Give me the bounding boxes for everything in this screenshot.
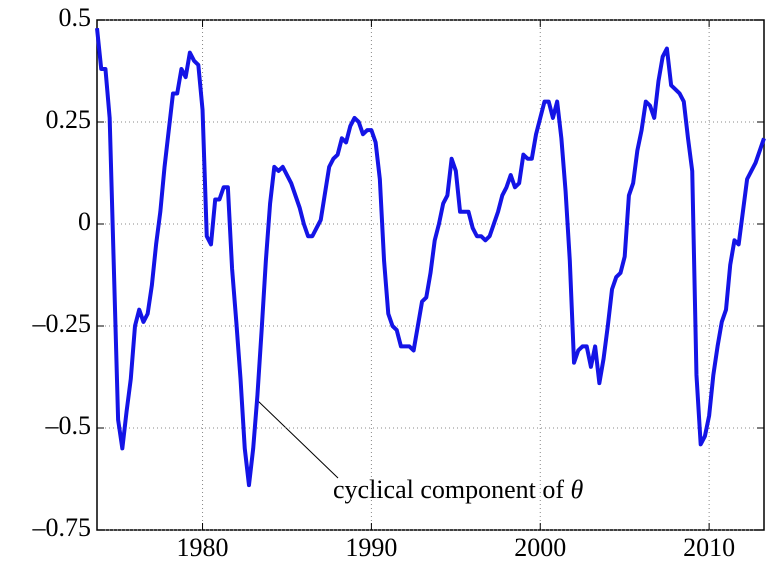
y-tick-label: 0.5 [59, 3, 92, 32]
x-tick-label: 2000 [514, 533, 566, 562]
plot-frame [96, 19, 765, 531]
annotation-pointer [256, 399, 339, 479]
x-tick-label: 1990 [345, 533, 397, 562]
x-tick-label: 2010 [683, 533, 735, 562]
annotation-text: cyclical component of [333, 475, 571, 504]
annotation: cyclical component of θ [333, 475, 584, 504]
y-tick-label: –0.25 [32, 309, 92, 338]
y-tick-label: 0 [78, 207, 91, 236]
x-tick-label: 1980 [177, 533, 229, 562]
line-series [95, 27, 766, 488]
y-tick-label: –0.75 [32, 513, 92, 542]
annotation-symbol: θ [571, 475, 584, 504]
y-tick-label: 0.25 [46, 105, 92, 134]
y-tick-label: –0.5 [45, 411, 92, 440]
